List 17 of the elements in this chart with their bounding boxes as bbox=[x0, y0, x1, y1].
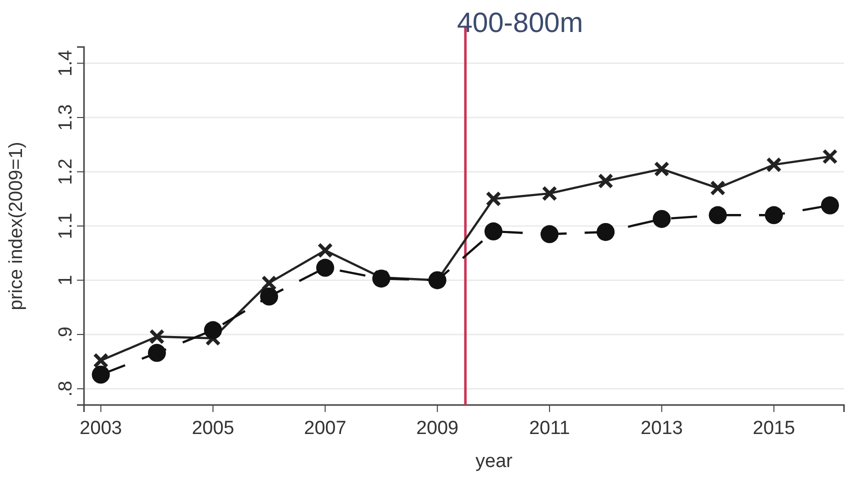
y-tick-label: 1.4 bbox=[56, 50, 76, 76]
y-tick-label: 1 bbox=[56, 274, 76, 286]
x-tick-label: 2013 bbox=[640, 418, 683, 439]
y-tick-label: 1.1 bbox=[56, 212, 76, 240]
x-tick-label: 2009 bbox=[416, 418, 458, 439]
x-tick-label: 2003 bbox=[80, 418, 122, 439]
y-tick-label: .9 bbox=[56, 326, 76, 342]
y-tick-label: .8 bbox=[56, 380, 76, 397]
y-axis-title: price index(2009=1) bbox=[6, 142, 27, 310]
y-tick-label: 1.2 bbox=[56, 158, 76, 185]
x-tick-label: 2005 bbox=[192, 418, 234, 439]
x-tick-label: 2007 bbox=[304, 418, 346, 439]
x-tick-label: 2015 bbox=[752, 418, 796, 439]
x-tick-label: 2011 bbox=[529, 418, 570, 439]
y-tick-label: 1.3 bbox=[56, 104, 76, 131]
chart-title: 400-800m bbox=[456, 7, 584, 38]
x-axis-title: year bbox=[476, 451, 514, 472]
